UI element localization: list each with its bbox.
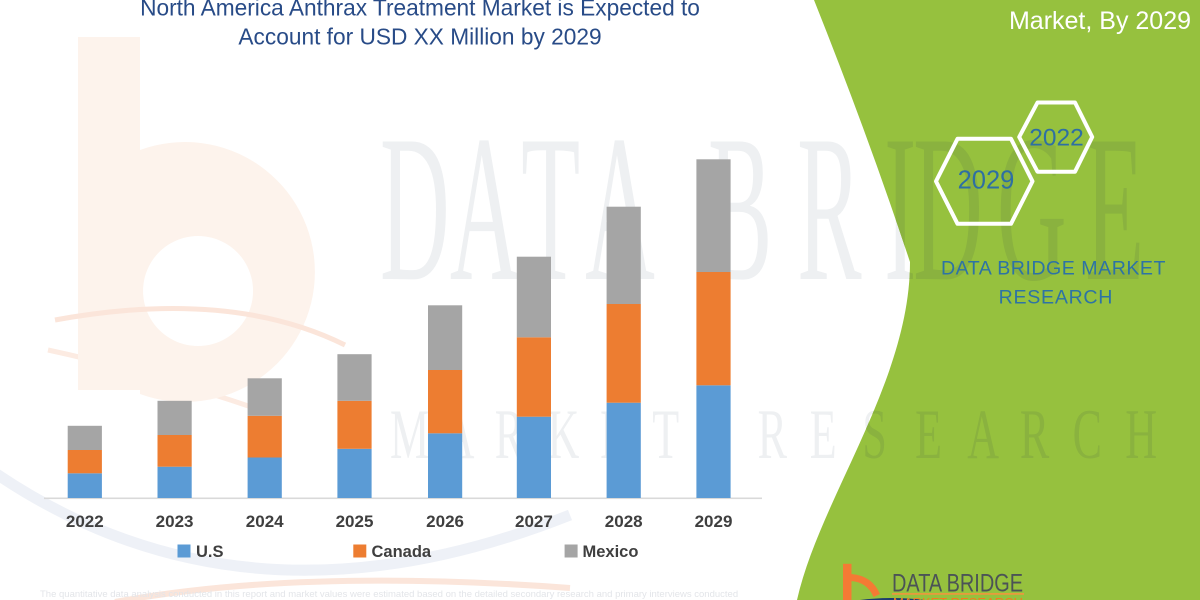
svg-text:U.S: U.S [196,543,224,561]
svg-text:2028: 2028 [605,512,643,531]
svg-text:2023: 2023 [156,512,194,531]
svg-text:2029: 2029 [695,512,733,531]
svg-text:North America Anthrax Treatmen: North America Anthrax Treatment Market i… [140,0,700,21]
svg-text:The quantitative data analysis: The quantitative data analysis conducted… [40,589,738,600]
svg-text:DATA BRIDGE: DATA BRIDGE [892,570,1023,598]
svg-text:2029: 2029 [958,167,1015,195]
svg-text:MARKET RESEARCH: MARKET RESEARCH [893,595,1023,600]
svg-text:Mexico: Mexico [583,543,639,561]
svg-text:2025: 2025 [336,512,374,531]
svg-text:2022: 2022 [66,512,104,531]
svg-text:RESEARCH: RESEARCH [999,287,1113,309]
svg-text:2022: 2022 [1029,125,1084,152]
svg-text:Market, By 2029: Market, By 2029 [1009,7,1191,35]
svg-text:2027: 2027 [515,512,553,531]
svg-text:Account for USD XX Million by: Account for USD XX Million by 2029 [238,24,601,50]
svg-text:2026: 2026 [426,512,464,531]
svg-text:Canada: Canada [372,543,432,561]
svg-text:DATA BRIDGE MARKET: DATA BRIDGE MARKET [941,258,1166,280]
svg-text:2024: 2024 [246,512,284,531]
